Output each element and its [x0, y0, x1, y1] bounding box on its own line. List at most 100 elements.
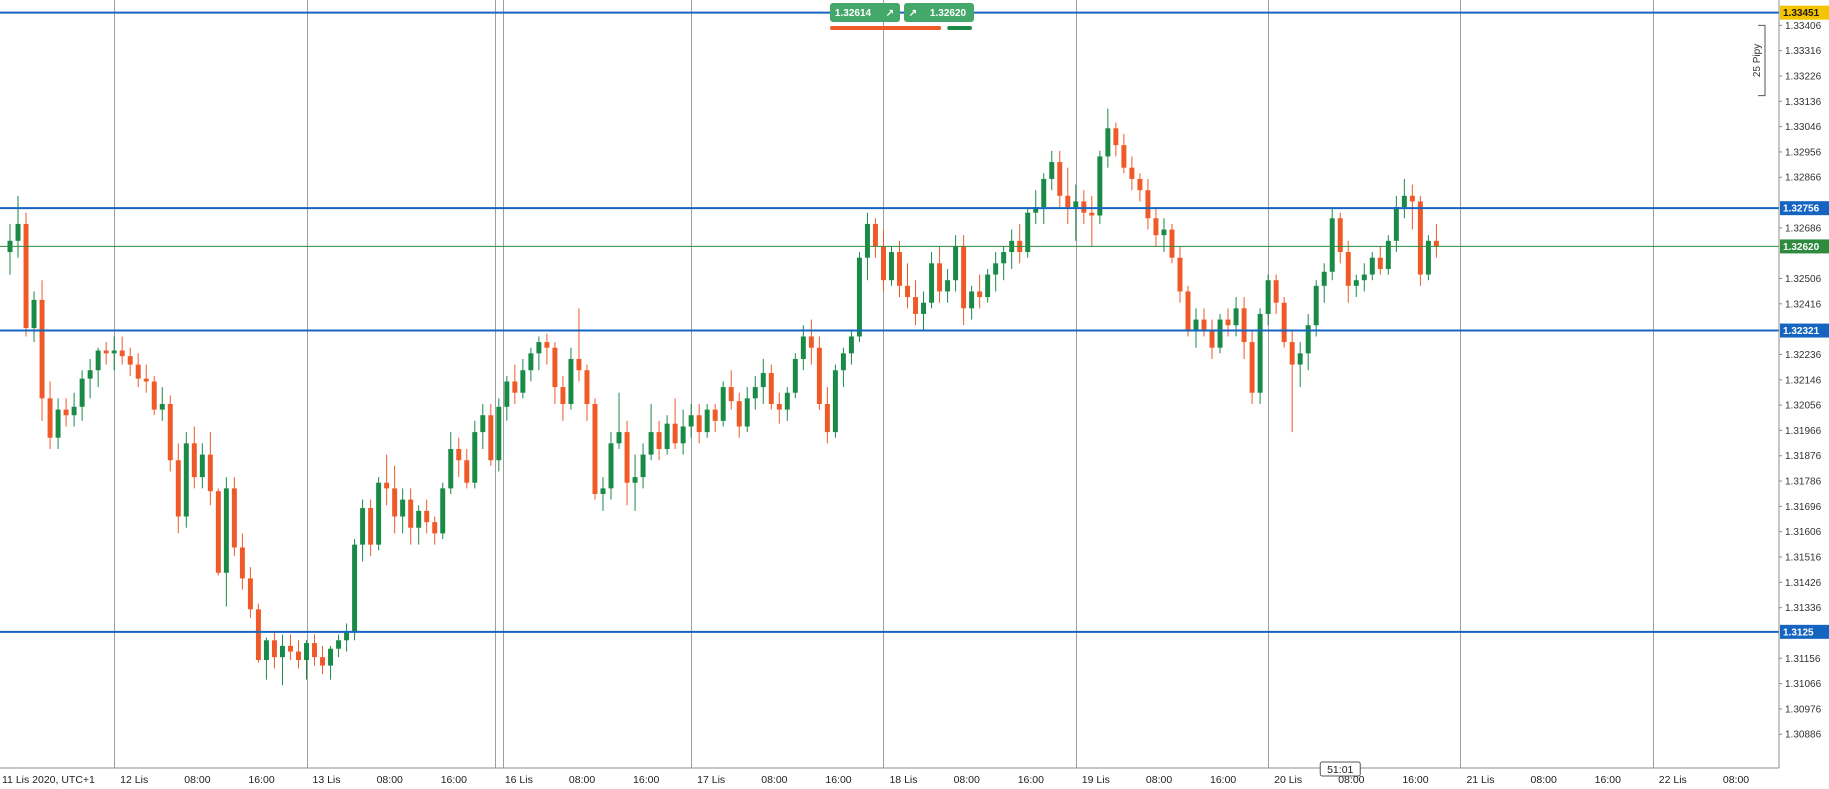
candle-up	[832, 364, 838, 438]
sell-button[interactable]	[830, 3, 900, 22]
candle-body	[1065, 195, 1071, 208]
candle-up	[15, 195, 21, 258]
time-tick-label: 16:00	[1595, 774, 1621, 786]
candle-down	[296, 640, 301, 669]
candle-body	[1265, 280, 1271, 314]
candle-down	[1241, 297, 1247, 359]
price-tick-label: 1.33406	[1785, 21, 1822, 32]
candle-down	[656, 420, 662, 461]
candle-up	[1425, 235, 1431, 281]
candle-down	[167, 395, 173, 472]
candle-up	[1385, 235, 1391, 275]
candle-down	[824, 387, 830, 444]
time-tick-label: 08:00	[377, 774, 403, 786]
candle-body	[1385, 240, 1391, 269]
candle-body	[768, 373, 774, 404]
pip-ruler-bracket	[1758, 24, 1766, 97]
candle-body	[1217, 319, 1223, 348]
buy-button[interactable]	[904, 3, 974, 22]
candle-down	[456, 437, 462, 478]
pip-ruler[interactable]: 25 Pipy	[1752, 24, 1766, 97]
candle-up	[1401, 178, 1407, 219]
candle-down	[1057, 150, 1063, 208]
candle-body	[792, 358, 798, 393]
candle-up	[848, 330, 854, 365]
candle-body	[63, 409, 69, 416]
candle-body	[824, 403, 830, 433]
candle-down	[1209, 319, 1215, 359]
candle-up	[993, 252, 999, 292]
current-price-tag-label: 1.32620	[1783, 242, 1820, 253]
candle-body	[1001, 252, 1007, 264]
candle-down	[432, 516, 438, 545]
candle-up	[279, 634, 285, 686]
candle-body	[728, 387, 734, 402]
candle-down	[119, 336, 125, 365]
candle-body	[151, 381, 157, 410]
candle-body	[1161, 229, 1167, 236]
candle-up	[1073, 184, 1079, 241]
candle-down	[135, 353, 141, 388]
candle-down	[576, 308, 582, 382]
candle-up	[400, 488, 406, 534]
candle-body	[47, 398, 53, 438]
candle-down	[897, 240, 902, 298]
candle-up	[1001, 246, 1007, 281]
candle-body	[1225, 319, 1231, 326]
candle-body	[576, 358, 582, 371]
candle-body	[312, 643, 317, 658]
price-tick-label: 1.31606	[1785, 527, 1822, 538]
pip-ruler-label: 25 Pipy	[1752, 44, 1763, 77]
price-tick-label: 1.31876	[1785, 451, 1822, 462]
candle-body	[271, 640, 277, 658]
candle-down	[408, 488, 414, 545]
time-tick-label: 08:00	[184, 774, 210, 786]
candle-down	[464, 448, 470, 489]
candle-body	[864, 223, 870, 258]
candle-up	[71, 392, 77, 427]
candle-body	[1201, 319, 1207, 331]
candle-body	[1049, 162, 1055, 179]
candle-body	[55, 409, 61, 438]
candle-body	[712, 409, 718, 421]
candle-down	[592, 398, 598, 500]
line-price-tag-background	[1780, 201, 1829, 216]
candle-down	[808, 319, 814, 365]
candle-down	[1249, 330, 1255, 404]
candle-body	[528, 353, 534, 371]
time-axis[interactable]: 11 Lis 2020, UTC+1 12 Lis 08:00 16:00 13 Lis…	[2, 774, 1749, 786]
candle-up	[223, 477, 229, 607]
candle-down	[1225, 308, 1231, 337]
candle-down	[1129, 156, 1135, 191]
candle-up	[1193, 308, 1199, 348]
candle-down	[1065, 167, 1071, 224]
candle-body	[1193, 319, 1199, 331]
candle-down	[913, 280, 919, 326]
candle-body	[816, 347, 822, 404]
candle-up	[792, 353, 798, 399]
horizontal-lines[interactable]	[0, 11, 1779, 633]
trade-widget[interactable]: 1.32614 ↗ ↗ 1.32620	[830, 3, 974, 30]
candle-body	[71, 406, 77, 416]
candle-up	[1329, 207, 1335, 281]
candle-body	[1377, 257, 1383, 269]
candle-body	[23, 223, 29, 329]
candle-up	[680, 409, 686, 455]
candle-down	[247, 567, 253, 618]
candle-body	[199, 454, 205, 478]
price-axis[interactable]: 1.30886 1.30976 1.31066 1.31156 1.31336 1.314…	[1779, 21, 1822, 741]
candle-down	[1121, 133, 1127, 174]
candle-up	[183, 432, 189, 528]
sell-sentiment-bar	[830, 26, 942, 30]
candle-up	[79, 370, 85, 421]
candle-down	[816, 336, 822, 410]
candle-body	[1137, 178, 1143, 191]
candle-body	[1297, 353, 1303, 365]
candle-up	[1257, 308, 1263, 404]
candle-body	[279, 645, 285, 658]
candle-body	[1369, 257, 1375, 275]
candle-body	[880, 246, 886, 281]
candle-up	[1105, 108, 1111, 168]
candle-body	[320, 657, 326, 666]
